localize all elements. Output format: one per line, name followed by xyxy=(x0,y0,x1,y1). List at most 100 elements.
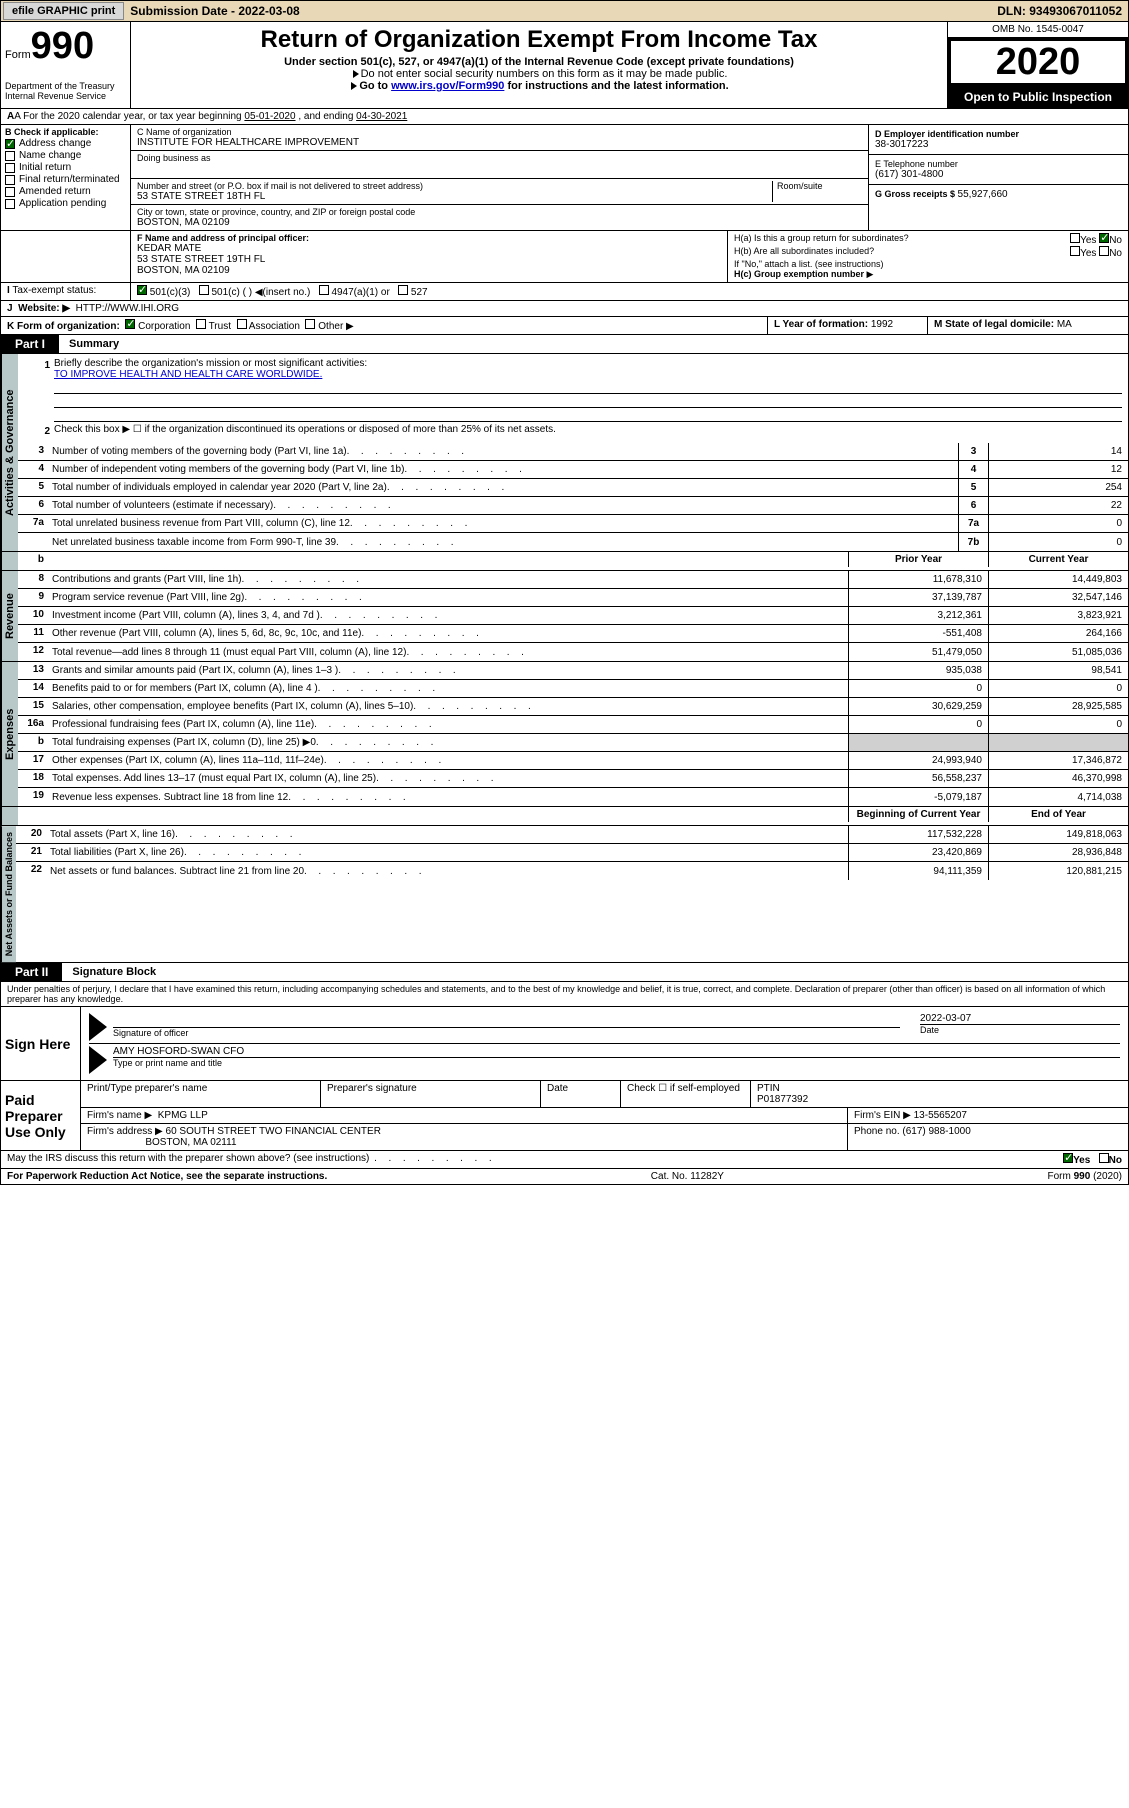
table-row: bTotal fundraising expenses (Part IX, co… xyxy=(18,734,1128,752)
checkbox-initial-return[interactable]: Initial return xyxy=(5,162,126,173)
table-row: 10Investment income (Part VIII, column (… xyxy=(18,607,1128,625)
checkbox-name-change[interactable]: Name change xyxy=(5,150,126,161)
checkbox-discuss-yes[interactable] xyxy=(1063,1153,1073,1163)
ssn-warning: Do not enter social security numbers on … xyxy=(139,68,939,80)
checkbox-association[interactable] xyxy=(237,319,247,329)
prior-year-value: 0 xyxy=(848,680,988,697)
table-row: 20Total assets (Part X, line 16)117,532,… xyxy=(16,826,1128,844)
year-formation: 1992 xyxy=(871,319,893,330)
table-row: 15Salaries, other compensation, employee… xyxy=(18,698,1128,716)
current-year-value xyxy=(988,734,1128,751)
signature-date: 2022-03-07 xyxy=(920,1013,1120,1024)
table-row: 9Program service revenue (Part VIII, lin… xyxy=(18,589,1128,607)
irs-link[interactable]: www.irs.gov/Form990 xyxy=(391,80,504,92)
sign-here-block: Sign Here Signature of officer 2022-03-0… xyxy=(0,1007,1129,1081)
form-title-cell: Return of Organization Exempt From Incom… xyxy=(131,22,948,108)
form-number: 990 xyxy=(31,25,94,67)
current-year-value: 51,085,036 xyxy=(988,643,1128,661)
checkbox-final-return[interactable]: Final return/terminated xyxy=(5,174,126,185)
year-cell: OMB No. 1545-0047 2020 Open to Public In… xyxy=(948,22,1128,108)
prior-year-value: 51,479,050 xyxy=(848,643,988,661)
current-year-value: 149,818,063 xyxy=(988,826,1128,843)
col-prior-year: Prior Year xyxy=(848,552,988,567)
col-end-year: End of Year xyxy=(988,807,1128,822)
prior-year-value: 37,139,787 xyxy=(848,589,988,606)
checkbox-amended[interactable]: Amended return xyxy=(5,186,126,197)
prior-year-value: 0 xyxy=(848,716,988,733)
dln-label: DLN: 93493067011052 xyxy=(997,4,1128,18)
col-begin-year: Beginning of Current Year xyxy=(848,807,988,822)
prior-year-value: -5,079,187 xyxy=(848,788,988,806)
open-to-public: Open to Public Inspection xyxy=(948,86,1128,108)
vert-netassets: Net Assets or Fund Balances xyxy=(1,826,16,962)
table-row: 5Total number of individuals employed in… xyxy=(18,479,1128,497)
line-value: 0 xyxy=(988,533,1128,551)
checkbox-address-change[interactable]: Address change xyxy=(5,138,126,149)
prior-year-value: 3,212,361 xyxy=(848,607,988,624)
table-row: 22Net assets or fund balances. Subtract … xyxy=(16,862,1128,880)
box-h: H(a) Is this a group return for subordin… xyxy=(728,231,1128,282)
prior-current-header-block: b Prior Year Current Year xyxy=(0,552,1129,571)
line-value: 12 xyxy=(988,461,1128,478)
row-a-tax-year: AA For the 2020 calendar year, or tax ye… xyxy=(0,109,1129,125)
box-c: C Name of organization INSTITUTE FOR HEA… xyxy=(131,125,868,230)
prior-year-value: 23,420,869 xyxy=(848,844,988,861)
netassets-block: Net Assets or Fund Balances 20Total asse… xyxy=(0,826,1129,963)
prior-year-value: 94,111,359 xyxy=(848,862,988,880)
current-year-value: 0 xyxy=(988,680,1128,697)
table-row: 14Benefits paid to or for members (Part … xyxy=(18,680,1128,698)
officer-group-block: F Name and address of principal officer:… xyxy=(0,231,1129,283)
table-row: 3Number of voting members of the governi… xyxy=(18,443,1128,461)
checkbox-other[interactable] xyxy=(305,319,315,329)
checkbox-501c3[interactable] xyxy=(137,285,147,295)
expenses-block: Expenses 13Grants and similar amounts pa… xyxy=(0,662,1129,807)
part-ii-tab: Part II xyxy=(1,963,62,981)
checkbox-527[interactable] xyxy=(398,285,408,295)
table-row: 7aTotal unrelated business revenue from … xyxy=(18,515,1128,533)
state-domicile: MA xyxy=(1057,319,1072,330)
checkbox-trust[interactable] xyxy=(196,319,206,329)
line-value: 14 xyxy=(988,443,1128,460)
firm-phone: (617) 988-1000 xyxy=(902,1126,970,1137)
form-org-row: K Form of organization: Corporation Trus… xyxy=(0,317,1129,335)
part-i-tab: Part I xyxy=(1,335,59,353)
efile-graphic-print-button[interactable]: efile GRAPHIC print xyxy=(3,2,124,20)
table-row: 11Other revenue (Part VIII, column (A), … xyxy=(18,625,1128,643)
current-year-value: 28,936,848 xyxy=(988,844,1128,861)
prior-year-value: 11,678,310 xyxy=(848,571,988,588)
prior-year-value: 24,993,940 xyxy=(848,752,988,769)
org-city: BOSTON, MA 02109 xyxy=(137,217,862,228)
ptin: P01877392 xyxy=(757,1094,808,1105)
paid-preparer-block: Paid Preparer Use Only Print/Type prepar… xyxy=(0,1081,1129,1151)
checkbox-app-pending[interactable]: Application pending xyxy=(5,198,126,209)
prior-year-value: 30,629,259 xyxy=(848,698,988,715)
paperwork-notice: For Paperwork Reduction Act Notice, see … xyxy=(7,1171,327,1182)
efile-topbar: efile GRAPHIC print Submission Date - 20… xyxy=(0,0,1129,22)
identity-block: B Check if applicable: Address change Na… xyxy=(0,125,1129,231)
checkbox-discuss-no[interactable] xyxy=(1099,1153,1109,1163)
current-year-value: 98,541 xyxy=(988,662,1128,679)
current-year-value: 14,449,803 xyxy=(988,571,1128,588)
checkbox-corporation[interactable] xyxy=(125,319,135,329)
signature-arrow-icon xyxy=(89,1013,107,1041)
paid-preparer-label: Paid Preparer Use Only xyxy=(1,1081,81,1150)
current-year-value: 0 xyxy=(988,716,1128,733)
table-row: 12Total revenue—add lines 8 through 11 (… xyxy=(18,643,1128,661)
mission-text: TO IMPROVE HEALTH AND HEALTH CARE WORLDW… xyxy=(54,369,322,380)
part-i-title: Summary xyxy=(59,336,129,352)
prior-year-value: 117,532,228 xyxy=(848,826,988,843)
checkbox-501c[interactable] xyxy=(199,285,209,295)
firm-city: BOSTON, MA 02111 xyxy=(145,1137,236,1148)
current-year-value: 46,370,998 xyxy=(988,770,1128,787)
firm-address: 60 SOUTH STREET TWO FINANCIAL CENTER xyxy=(166,1126,381,1137)
officer-name: KEDAR MATE xyxy=(137,243,721,254)
sign-here-label: Sign Here xyxy=(1,1007,81,1080)
telephone: (617) 301-4800 xyxy=(875,169,1122,180)
org-street: 53 STATE STREET 18TH FL xyxy=(137,191,772,202)
table-row: 17Other expenses (Part IX, column (A), l… xyxy=(18,752,1128,770)
checkbox-4947[interactable] xyxy=(319,285,329,295)
form-number-cell: Form990 Department of the Treasury Inter… xyxy=(1,22,131,108)
vert-expenses: Expenses xyxy=(1,662,18,806)
website-url: HTTP://WWW.IHI.ORG xyxy=(76,303,179,314)
table-row: 8Contributions and grants (Part VIII, li… xyxy=(18,571,1128,589)
